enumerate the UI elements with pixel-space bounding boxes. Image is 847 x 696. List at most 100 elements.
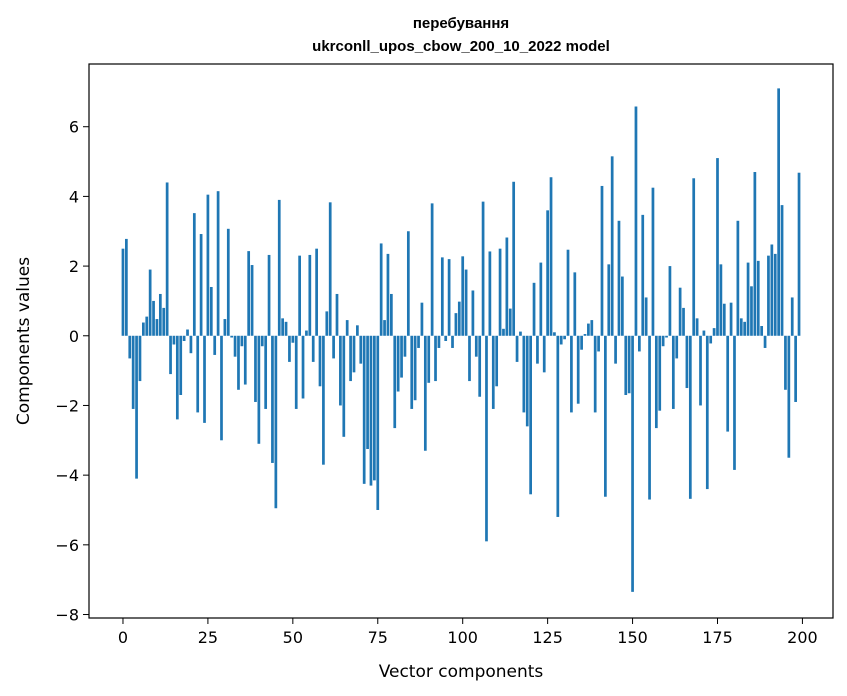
y-tick-label: 4 (69, 187, 79, 206)
bar-104 (474, 335, 478, 357)
bar-186 (753, 172, 757, 336)
bar-2 (128, 335, 132, 359)
bar-20 (189, 335, 193, 354)
bar-69 (356, 325, 359, 336)
bar-39 (254, 335, 257, 402)
bar-48 (284, 321, 288, 336)
bar-53 (301, 335, 305, 399)
bar-149 (627, 335, 631, 394)
bar-52 (298, 255, 301, 336)
plot-frame (88, 63, 834, 619)
bar-22 (196, 335, 200, 413)
bar-77 (383, 320, 386, 336)
bar-147 (621, 276, 624, 336)
bar-89 (423, 335, 427, 451)
bar-61 (328, 202, 332, 336)
bar-180 (733, 335, 736, 470)
bar-49 (288, 335, 291, 362)
bar-93 (437, 335, 441, 348)
bar-26 (209, 286, 213, 336)
bar-31 (226, 228, 230, 336)
bar-46 (277, 199, 281, 336)
y-tick-label: −2 (55, 396, 79, 415)
bar-6 (142, 322, 145, 336)
y-tick-label: 6 (69, 118, 79, 137)
bar-90 (427, 335, 431, 383)
bar-57 (315, 248, 318, 336)
bar-154 (644, 297, 648, 336)
bar-79 (390, 293, 393, 336)
chart-title: перебування (413, 15, 509, 32)
bar-97 (451, 335, 454, 348)
bar-156 (651, 187, 655, 336)
bar-12 (162, 307, 166, 336)
bar-33 (233, 335, 237, 357)
bar-132 (570, 335, 573, 413)
bar-151 (634, 106, 638, 336)
bar-73 (369, 335, 373, 486)
bar-183 (743, 321, 747, 336)
bar-67 (349, 335, 352, 382)
bar-5 (138, 335, 142, 382)
bar-87 (417, 335, 420, 348)
x-tick-label: 25 (198, 628, 218, 647)
y-axis-ticks: −8 −6 −4 −2 0 2 4 6 (55, 118, 89, 625)
bar-131 (566, 249, 570, 336)
bar-165 (682, 307, 685, 336)
bar-134 (576, 335, 580, 404)
x-tick-label: 75 (368, 628, 388, 647)
bar-76 (379, 243, 383, 336)
bar-34 (237, 335, 240, 390)
x-axis-label: Vector components (379, 662, 544, 682)
bar-144 (610, 156, 614, 336)
bar-136 (583, 334, 587, 336)
bar-130 (563, 335, 566, 340)
bar-92 (434, 335, 437, 382)
y-tick-label: −8 (55, 606, 79, 625)
bar-124 (542, 335, 546, 373)
bar-35 (240, 335, 244, 347)
bar-184 (746, 262, 750, 336)
bar-143 (607, 264, 611, 336)
bar-85 (410, 335, 414, 409)
bar-150 (631, 335, 634, 592)
bar-50 (291, 335, 295, 343)
bar-128 (556, 335, 560, 517)
bar-45 (274, 335, 278, 509)
bar-193 (777, 88, 780, 336)
bar-181 (736, 220, 740, 336)
x-tick-label: 50 (283, 628, 303, 647)
bar-7 (145, 316, 149, 336)
bar-21 (192, 213, 196, 336)
bar-163 (675, 335, 679, 359)
bar-159 (661, 335, 665, 347)
bar-29 (220, 335, 223, 441)
bar-11 (158, 293, 162, 336)
bar-138 (590, 320, 594, 336)
bar-series (121, 88, 801, 592)
bar-177 (722, 303, 726, 336)
x-tick-label: 175 (702, 628, 733, 647)
bar-36 (243, 335, 247, 385)
bar-178 (726, 335, 730, 432)
bar-162 (671, 335, 675, 409)
y-axis-label: Components values (14, 257, 34, 425)
bar-121 (532, 282, 536, 336)
bar-9 (152, 300, 155, 336)
bar-15 (172, 335, 176, 345)
bar-197 (790, 297, 794, 336)
y-tick-label: 2 (69, 257, 79, 276)
bar-0 (121, 248, 125, 336)
bar-58 (318, 335, 322, 387)
bar-175 (716, 158, 719, 336)
bar-108 (488, 251, 492, 336)
bar-153 (641, 214, 645, 336)
bar-145 (614, 335, 617, 364)
bar-91 (430, 203, 434, 336)
bar-170 (699, 335, 702, 406)
bar-123 (539, 262, 543, 336)
bar-158 (658, 335, 662, 411)
bar-4 (135, 335, 138, 479)
bar-94 (440, 257, 444, 336)
x-axis-ticks: 0 25 50 75 100 125 150 175 200 (118, 618, 818, 647)
